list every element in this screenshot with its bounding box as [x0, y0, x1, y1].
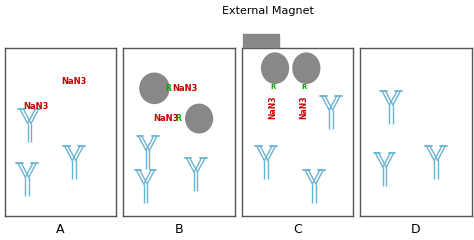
Text: External Magnet: External Magnet: [222, 6, 314, 16]
Ellipse shape: [293, 53, 320, 83]
Text: A: A: [56, 223, 65, 236]
Text: NaN3: NaN3: [61, 77, 87, 86]
Text: B: B: [175, 223, 183, 236]
Text: C: C: [293, 223, 302, 236]
Text: NaN3: NaN3: [268, 95, 277, 119]
Text: D: D: [411, 223, 420, 236]
Text: NaN3: NaN3: [23, 102, 49, 111]
Ellipse shape: [140, 73, 169, 103]
Text: R: R: [165, 84, 172, 93]
Ellipse shape: [186, 104, 212, 133]
Text: R: R: [301, 84, 307, 90]
Text: NaN3: NaN3: [300, 95, 309, 119]
Text: R: R: [270, 84, 275, 90]
Ellipse shape: [262, 53, 289, 83]
Text: NaN3: NaN3: [172, 84, 198, 93]
Text: R: R: [175, 114, 181, 123]
Text: NaN3: NaN3: [153, 114, 179, 123]
